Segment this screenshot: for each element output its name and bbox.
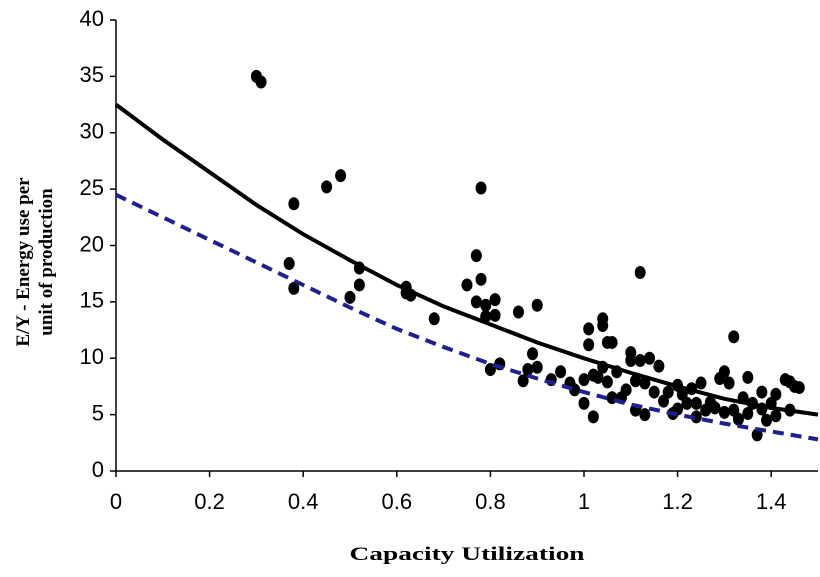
data-point — [625, 354, 637, 368]
x-tick-label: 1.4 — [756, 489, 787, 514]
data-point — [761, 413, 773, 427]
data-point — [732, 412, 744, 426]
x-axis-label: Capacity Utilization — [350, 544, 586, 565]
x-tick-label: 0 — [110, 489, 122, 514]
fit-line — [115, 192, 819, 442]
data-point — [517, 374, 529, 388]
data-point — [592, 370, 604, 384]
data-point — [742, 370, 754, 384]
data-point — [742, 406, 754, 420]
y-axis-label: unit of production — [36, 188, 57, 336]
data-point — [344, 290, 356, 304]
y-tick-label: 30 — [80, 119, 104, 144]
data-point — [470, 249, 482, 263]
data-point — [489, 308, 501, 322]
data-point — [770, 409, 782, 423]
data-point — [288, 197, 300, 211]
data-point — [690, 410, 702, 424]
data-point — [255, 75, 267, 89]
x-tick-label: 0.4 — [288, 489, 319, 514]
data-point — [288, 281, 300, 295]
data-point — [527, 347, 539, 361]
y-axis-label: E/Y - Energy use per — [13, 177, 34, 347]
data-point — [718, 365, 730, 379]
data-point — [531, 360, 543, 374]
y-tick-label: 15 — [80, 288, 104, 313]
data-point — [606, 335, 618, 349]
data-point — [283, 257, 295, 271]
data-point — [583, 322, 595, 336]
data-point — [587, 410, 599, 424]
data-point — [681, 396, 693, 410]
data-point — [583, 338, 595, 352]
x-tick-label: 1 — [578, 489, 590, 514]
data-point — [728, 330, 740, 344]
data-point — [335, 169, 347, 183]
data-point — [353, 278, 365, 292]
data-point — [597, 319, 609, 333]
data-point — [620, 383, 632, 397]
data-point — [793, 381, 805, 395]
data-point — [601, 375, 613, 389]
data-point — [480, 298, 492, 312]
data-point — [428, 312, 440, 326]
data-point — [489, 293, 501, 307]
data-point — [461, 278, 473, 292]
data-point — [644, 351, 656, 365]
data-point — [629, 374, 641, 388]
data-point — [695, 376, 707, 390]
data-point — [648, 385, 660, 399]
data-point — [653, 359, 665, 373]
data-point — [512, 305, 524, 319]
x-tick-label: 1.2 — [662, 489, 693, 514]
x-tick-label: 0.6 — [382, 489, 413, 514]
data-point — [522, 363, 534, 377]
y-tick-label: 25 — [80, 175, 104, 200]
x-tick-label: 0.8 — [475, 489, 506, 514]
y-tick-label: 35 — [80, 62, 104, 87]
data-point — [662, 385, 674, 399]
data-point — [751, 428, 763, 442]
y-tick-label: 10 — [80, 344, 104, 369]
y-tick-label: 20 — [80, 231, 104, 256]
data-point — [475, 181, 487, 195]
data-point — [690, 396, 702, 410]
data-point — [634, 354, 646, 368]
data-point — [634, 266, 646, 280]
data-point — [578, 373, 590, 387]
data-point — [578, 396, 590, 410]
y-tick-label: 0 — [92, 457, 104, 482]
data-point — [723, 376, 735, 390]
data-point — [475, 272, 487, 286]
data-point — [639, 408, 651, 422]
data-point — [321, 180, 333, 194]
fit-line — [114, 102, 819, 417]
y-tick-label: 40 — [80, 6, 104, 31]
data-point — [555, 365, 567, 379]
data-point — [756, 385, 768, 399]
data-point — [718, 405, 730, 419]
data-point — [470, 295, 482, 309]
data-point — [531, 298, 543, 312]
data-point — [770, 387, 782, 401]
x-tick-label: 0.2 — [194, 489, 225, 514]
y-tick-label: 5 — [92, 400, 104, 425]
data-point — [709, 401, 721, 415]
